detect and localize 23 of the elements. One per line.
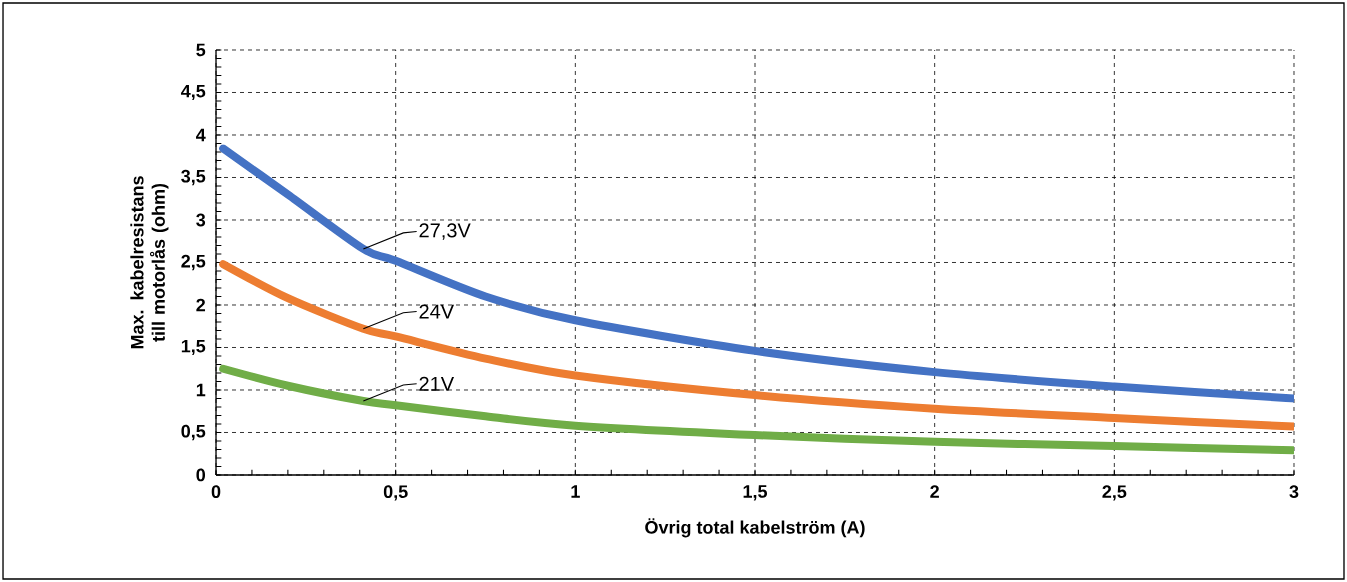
series-label: 21V <box>419 376 455 391</box>
y-tick-label: 0,5 <box>181 424 206 441</box>
y-tick-label: 1 <box>196 383 206 397</box>
series-label: 27,3V <box>419 223 471 240</box>
x-tick-label: 1,5 <box>743 485 768 501</box>
x-axis-title: Övrig total kabelström (A) <box>645 518 865 538</box>
y-tick-label: 2 <box>196 298 206 312</box>
y-tick-label: 0 <box>196 468 206 482</box>
y-tick-label: 1,5 <box>181 339 206 356</box>
x-tick-label: 3 <box>1289 485 1299 499</box>
x-tick-label: 1 <box>571 485 580 498</box>
y-tick-label: 5 <box>196 43 206 57</box>
y-tick-label: 3 <box>196 213 206 227</box>
y-tick-label: 2,5 <box>181 254 206 271</box>
x-tick-label: 0,5 <box>383 485 408 501</box>
x-tick-label: 2 <box>930 485 939 498</box>
x-tick-label: 2,5 <box>1102 485 1127 501</box>
y-tick-label: 4,5 <box>181 84 206 101</box>
y-tick-label: 3,5 <box>181 169 206 186</box>
series-label: 24V <box>419 304 455 319</box>
y-tick-label: 4 <box>196 128 206 142</box>
x-tick-label: 0 <box>211 485 221 498</box>
y-axis-title: Max. kabelresistans till motorlås (ohm) <box>130 176 169 349</box>
